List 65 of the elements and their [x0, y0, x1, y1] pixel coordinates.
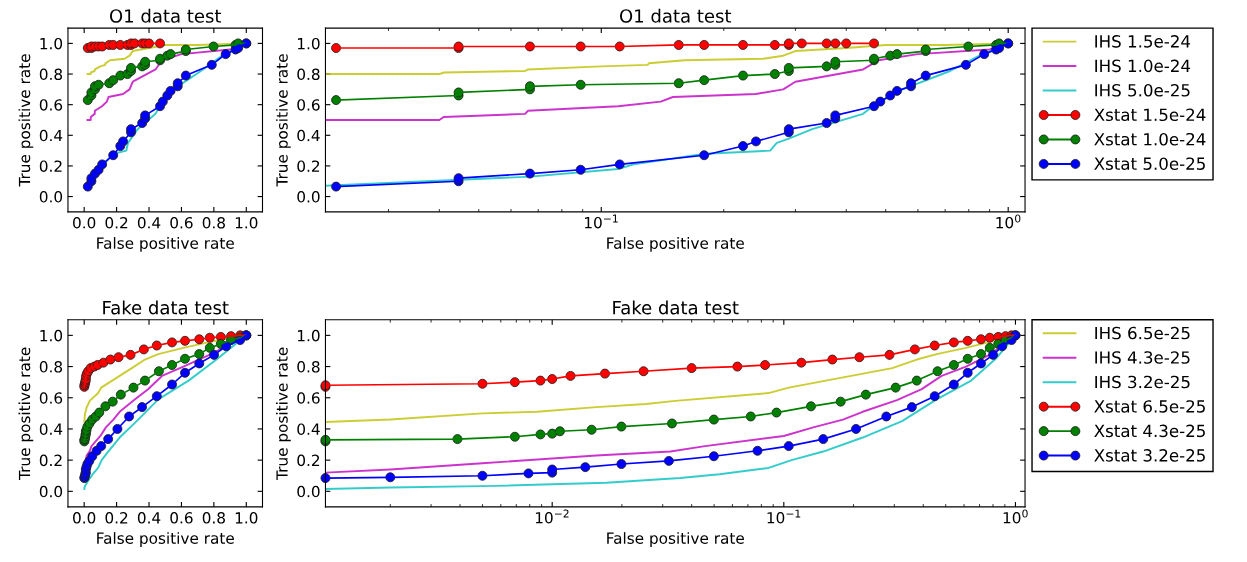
x-tick-label: 0.2 — [105, 512, 128, 524]
y-tick-label: 0.0 — [297, 191, 320, 203]
y-tick-label: 1.0 — [297, 329, 320, 342]
y-tick-label: 0.0 — [39, 485, 63, 498]
x-axis-title: False positive rate — [97, 237, 234, 252]
chart-title: O1 data test — [620, 8, 732, 23]
legend-label: Xstat 4.3e-25 — [1094, 424, 1205, 438]
legend-label: IHS 4.3e-25 — [1095, 351, 1190, 364]
legend-label: IHS 1.0e-24 — [1095, 59, 1191, 73]
legend-label: Xstat 3.2e-25 — [1094, 449, 1205, 462]
y-tick-label: 0.8 — [39, 361, 63, 373]
legend-label: IHS 5.0e-25 — [1095, 83, 1190, 97]
x-tick-label: 1.0 — [235, 512, 258, 524]
y-tick-label: 0.6 — [39, 99, 63, 111]
y-tick-label: 0.0 — [297, 485, 320, 498]
x-axis-title: False positive rate — [97, 532, 234, 547]
y-tick-label: 0.8 — [297, 68, 320, 81]
legend-label: IHS 3.2e-25 — [1095, 375, 1190, 389]
x-tick-label: 10$^{−1}$ — [585, 214, 618, 229]
x-axis-title: False positive rate — [607, 532, 744, 547]
y-tick-label: 0.2 — [39, 454, 62, 467]
legend-label: Xstat 6.5e-25 — [1094, 400, 1205, 413]
x-tick-label: 0.4 — [137, 217, 161, 229]
x-tick-label: 0.6 — [170, 217, 193, 229]
x-tick-label: 1.0 — [235, 217, 258, 229]
y-tick-label: 0.2 — [297, 160, 320, 172]
x-tick-label: 0.2 — [105, 217, 128, 229]
legend-label: Xstat 5.0e-25 — [1094, 157, 1205, 170]
y-tick-label: 0.6 — [39, 392, 63, 404]
x-tick-label: 0.8 — [202, 217, 225, 229]
x-tick-label: 10$^{−2}$ — [535, 509, 569, 524]
x-tick-label: 0.6 — [170, 512, 193, 524]
y-axis-title: True positive rate — [18, 54, 34, 187]
y-tick-label: 1.0 — [40, 37, 63, 50]
y-tick-label: 1.0 — [297, 37, 320, 50]
y-tick-label: 0.4 — [39, 423, 63, 435]
y-tick-label: 0.8 — [297, 361, 320, 373]
y-tick-label: 1.0 — [40, 329, 63, 342]
x-tick-label: 10$^{0}$ — [996, 214, 1021, 229]
y-tick-label: 0.6 — [297, 99, 320, 111]
chart-title: Fake data test — [103, 300, 229, 315]
y-tick-label: 0.6 — [297, 392, 320, 404]
y-tick-label: 0.8 — [39, 68, 63, 81]
legend-label: Xstat 1.0e-24 — [1094, 132, 1206, 146]
y-axis-title: True positive rate — [275, 54, 291, 187]
y-tick-label: 0.0 — [39, 191, 63, 203]
x-tick-label: 10$^{−1}$ — [767, 509, 801, 524]
x-axis-title: False positive rate — [607, 237, 744, 252]
x-tick-label: 0.0 — [73, 217, 96, 229]
y-tick-label: 0.4 — [297, 129, 320, 142]
x-tick-label: 0.4 — [137, 512, 161, 524]
y-axis-title: True positive rate — [18, 347, 34, 480]
x-tick-label: 0.0 — [73, 512, 96, 524]
y-tick-label: 0.4 — [39, 129, 63, 142]
x-tick-label: 10$^{0}$ — [1003, 509, 1028, 524]
y-axis-title: True positive rate — [275, 347, 291, 480]
legend-label: IHS 1.5e-24 — [1095, 35, 1191, 48]
legend-label: IHS 6.5e-25 — [1095, 326, 1190, 340]
y-tick-label: 0.2 — [39, 160, 62, 172]
chart-title: O1 data test — [109, 8, 222, 23]
x-tick-label: 0.8 — [202, 512, 225, 524]
chart-title: Fake data test — [613, 300, 739, 315]
y-tick-label: 0.4 — [297, 423, 320, 435]
y-tick-label: 0.2 — [297, 454, 320, 467]
legend-label: Xstat 1.5e-24 — [1094, 108, 1206, 122]
